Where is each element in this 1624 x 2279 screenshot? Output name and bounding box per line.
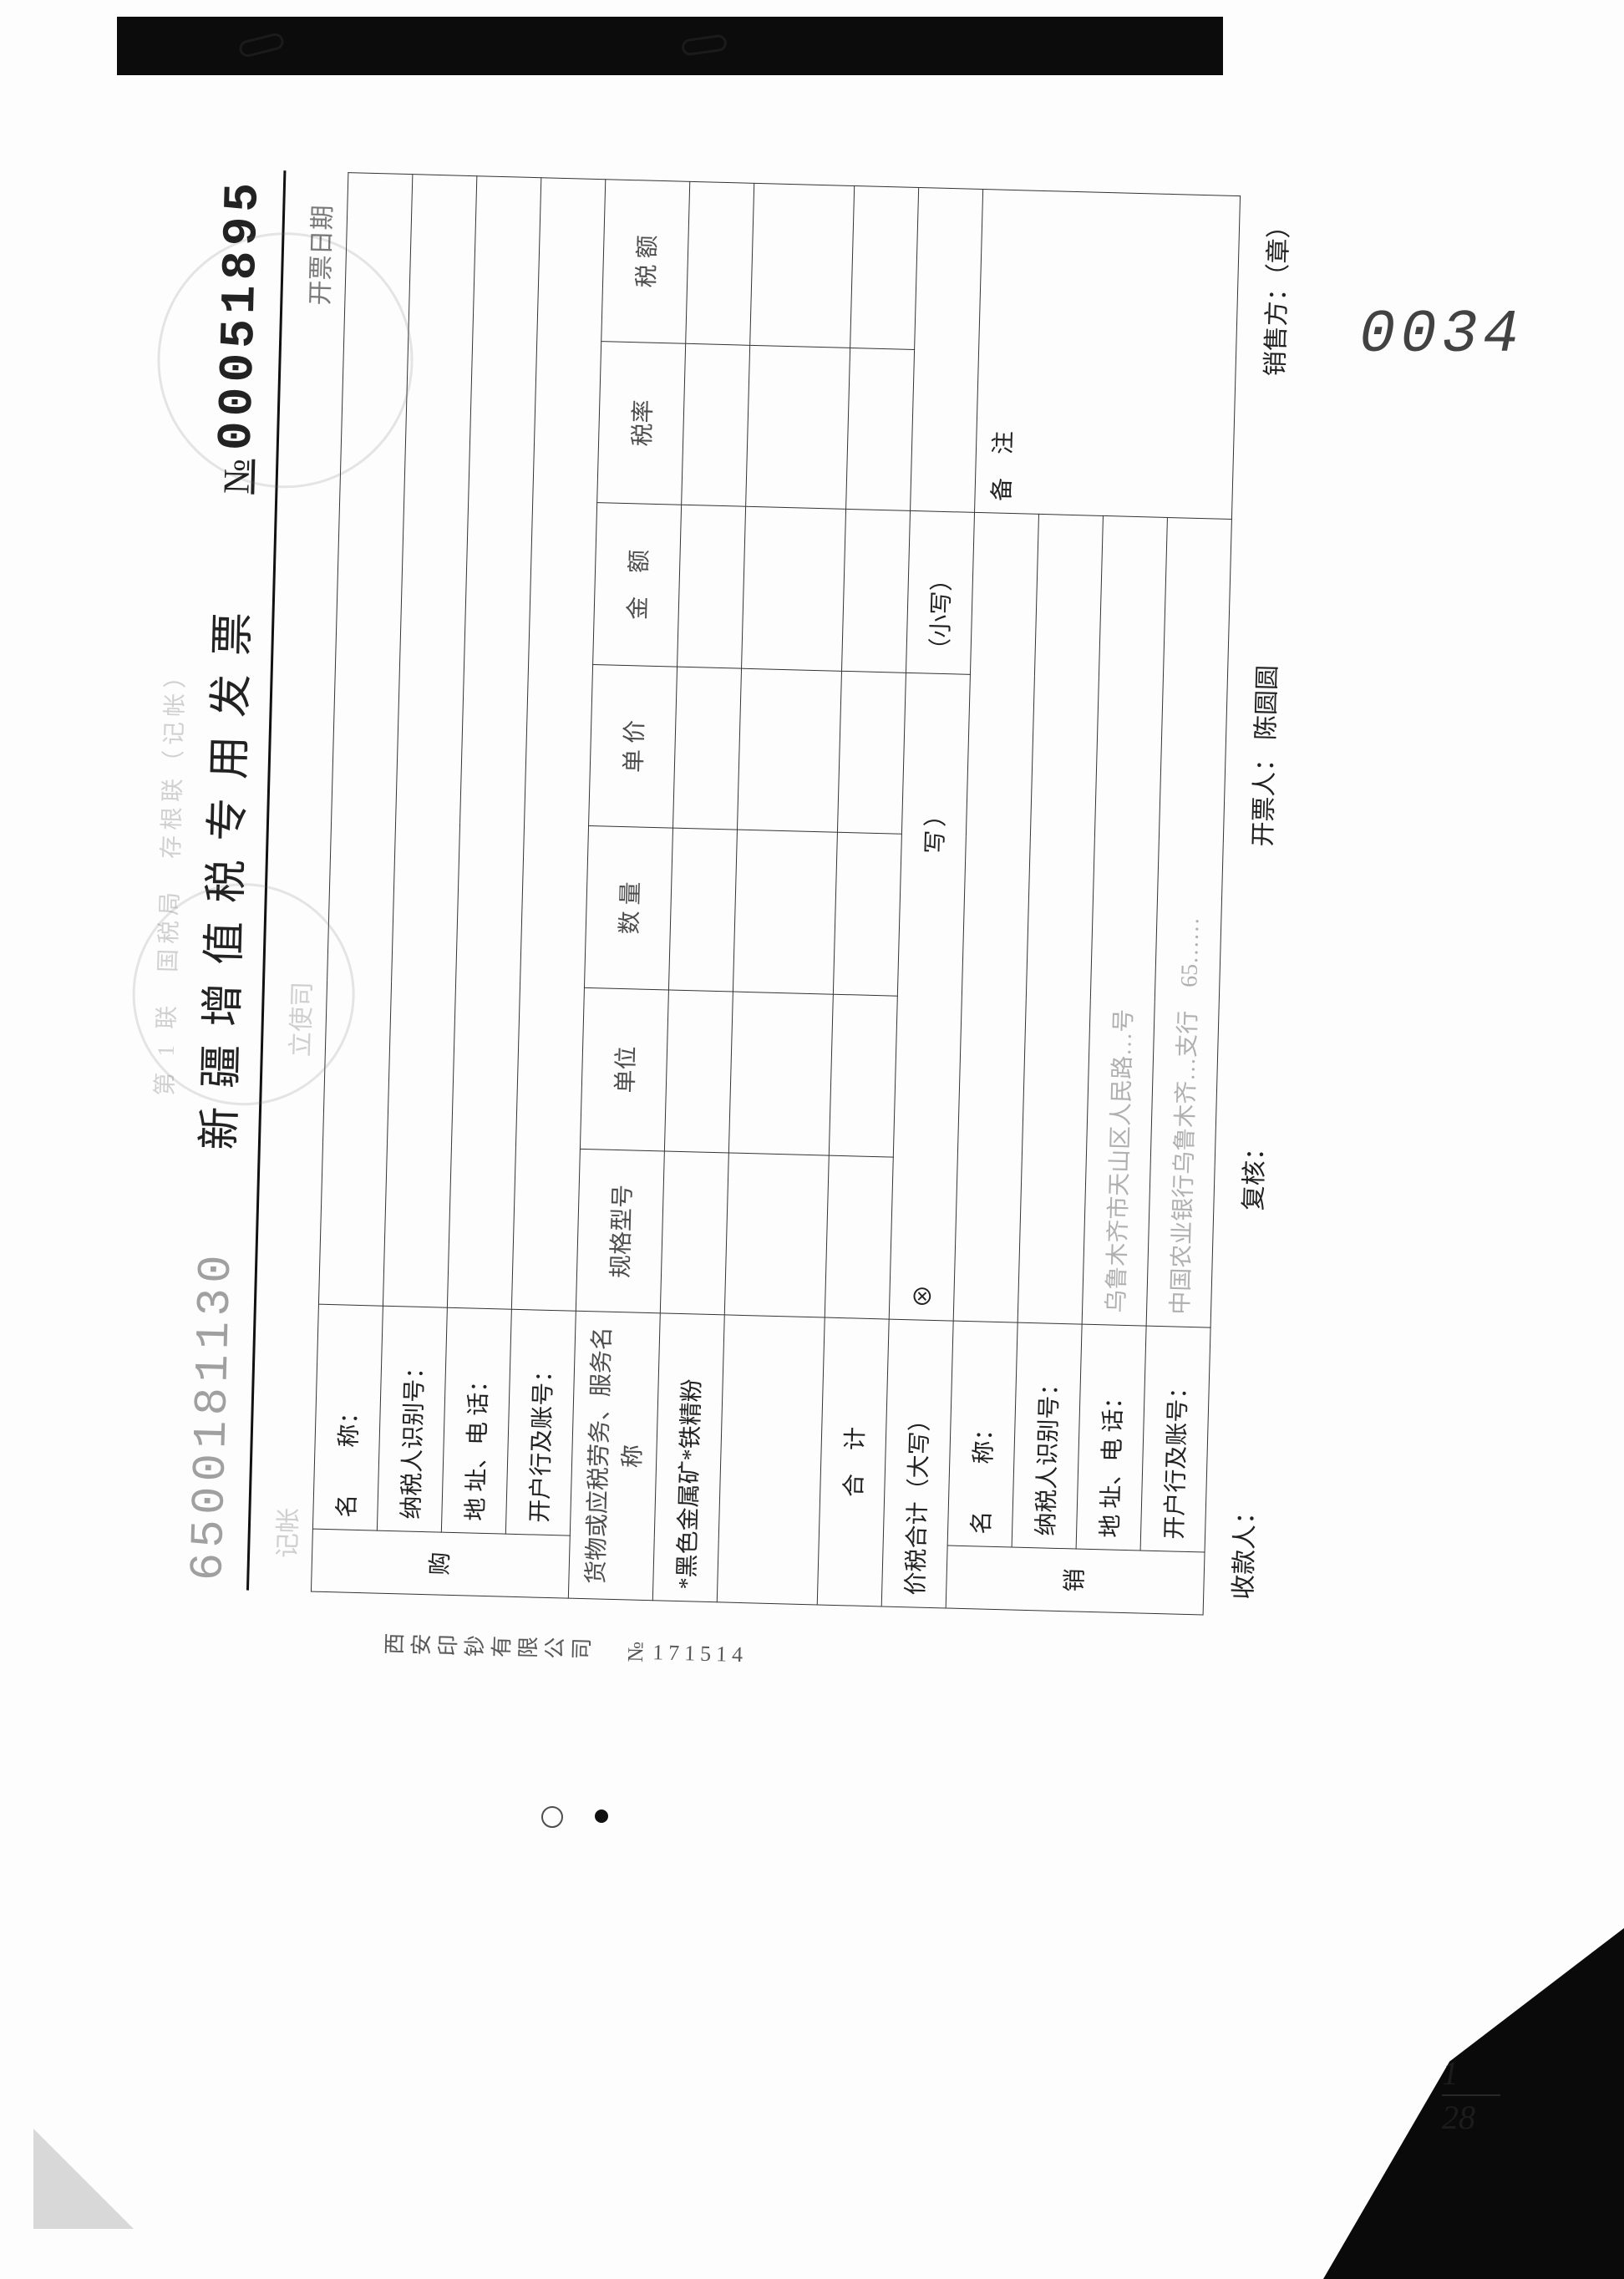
- margin-fraction: 1 28: [1442, 2053, 1500, 2137]
- remark-cell: 备 注: [975, 190, 1241, 520]
- subtotal-tax: [850, 186, 919, 350]
- invoice-table: 购 名 称： 纳税人识别号： 地 址、电 话： 开户行及账号： 货物或应税劳务、…: [311, 172, 1241, 1615]
- seller-bank-label: 开户行及账号：: [1140, 1326, 1210, 1552]
- total-lower-label: （小写）: [906, 511, 974, 675]
- buyer-bank-label: 开户行及账号：: [505, 1309, 576, 1535]
- punch-hole: [541, 1806, 563, 1828]
- scan-dark-bar: [117, 17, 1223, 75]
- item-amt: [678, 505, 746, 668]
- item-price: [673, 667, 742, 830]
- item-unit: [664, 990, 733, 1154]
- checker-label: 复核：: [1240, 1135, 1269, 1211]
- scan-corner-fold: [33, 2129, 134, 2229]
- seller-section: 销: [946, 1546, 1205, 1615]
- fraction-bot: 28: [1442, 2099, 1475, 2136]
- subtotal-amount: [842, 510, 911, 673]
- fraction-top: 1: [1442, 2054, 1459, 2092]
- col-amt: 金 额: [593, 503, 682, 667]
- seller-name-label: 名 称：: [947, 1321, 1018, 1547]
- col-unit: 单位: [580, 987, 668, 1151]
- payee-block: 收款人：: [1222, 1499, 1261, 1600]
- drawer-block: 开票人： 陈圆圆: [1242, 664, 1284, 847]
- subtotal-label: 合 计: [817, 1317, 889, 1606]
- buyer-addr-label: 地 址、电 话：: [441, 1307, 511, 1534]
- number-label: №: [216, 459, 257, 495]
- subhead-left: 记帐 立使司: [266, 981, 318, 1558]
- item-rate: [682, 343, 750, 507]
- col-rate: 税率: [597, 341, 686, 505]
- drawer-label: 开票人：: [1250, 746, 1280, 847]
- col-spec: 规格型号: [576, 1150, 664, 1313]
- remark-label: 备 注: [983, 201, 1024, 501]
- checker-block: 复核：: [1232, 1134, 1271, 1211]
- item-qty: [668, 828, 737, 992]
- page-number: 0034: [1359, 301, 1524, 369]
- col-tax: 税 额: [601, 180, 690, 343]
- invoice-number: 00051895: [211, 177, 272, 451]
- invoice-tax-code: 6500181130: [181, 1250, 243, 1582]
- printer-strip: 西安印钞有限公司 №171514: [383, 1630, 749, 1670]
- buyer-taxid-label: 纳税人识别号：: [377, 1306, 447, 1532]
- seller-addr-label: 地 址、电 话：: [1076, 1324, 1146, 1551]
- item-spec: [660, 1151, 728, 1315]
- total-caps-label: 价税合计（大写）: [881, 1319, 953, 1608]
- drawer: 陈圆圆: [1252, 665, 1281, 741]
- col-goods: 货物或应税劳务、服务名称: [568, 1311, 660, 1601]
- issue-date-label: 开票日期: [299, 205, 338, 306]
- total-lower: [911, 188, 983, 513]
- col-qty: 数 量: [584, 826, 672, 990]
- item-tax: [686, 181, 754, 345]
- payee-label: 收款人：: [1230, 1499, 1260, 1600]
- invoice-number-block: № 00051895: [209, 177, 272, 495]
- item-name: *黑色金属矿*铁精粉: [652, 1313, 724, 1602]
- invoice-title: 新疆增值税专用发票: [184, 593, 261, 1151]
- buyer-section: 购: [311, 1529, 570, 1598]
- buyer-name-label: 名 称：: [312, 1304, 383, 1530]
- seller-seal-label: 销售方：（章）: [1254, 213, 1295, 377]
- vat-invoice-form: 第 1 联 国税局 存根联（记帐） 6500181130 新疆增值税专用发票 №…: [134, 168, 1296, 1617]
- col-price: 单 价: [589, 664, 678, 828]
- punch-dot: [595, 1809, 608, 1823]
- seller-taxid-label: 纳税人识别号：: [1012, 1322, 1082, 1549]
